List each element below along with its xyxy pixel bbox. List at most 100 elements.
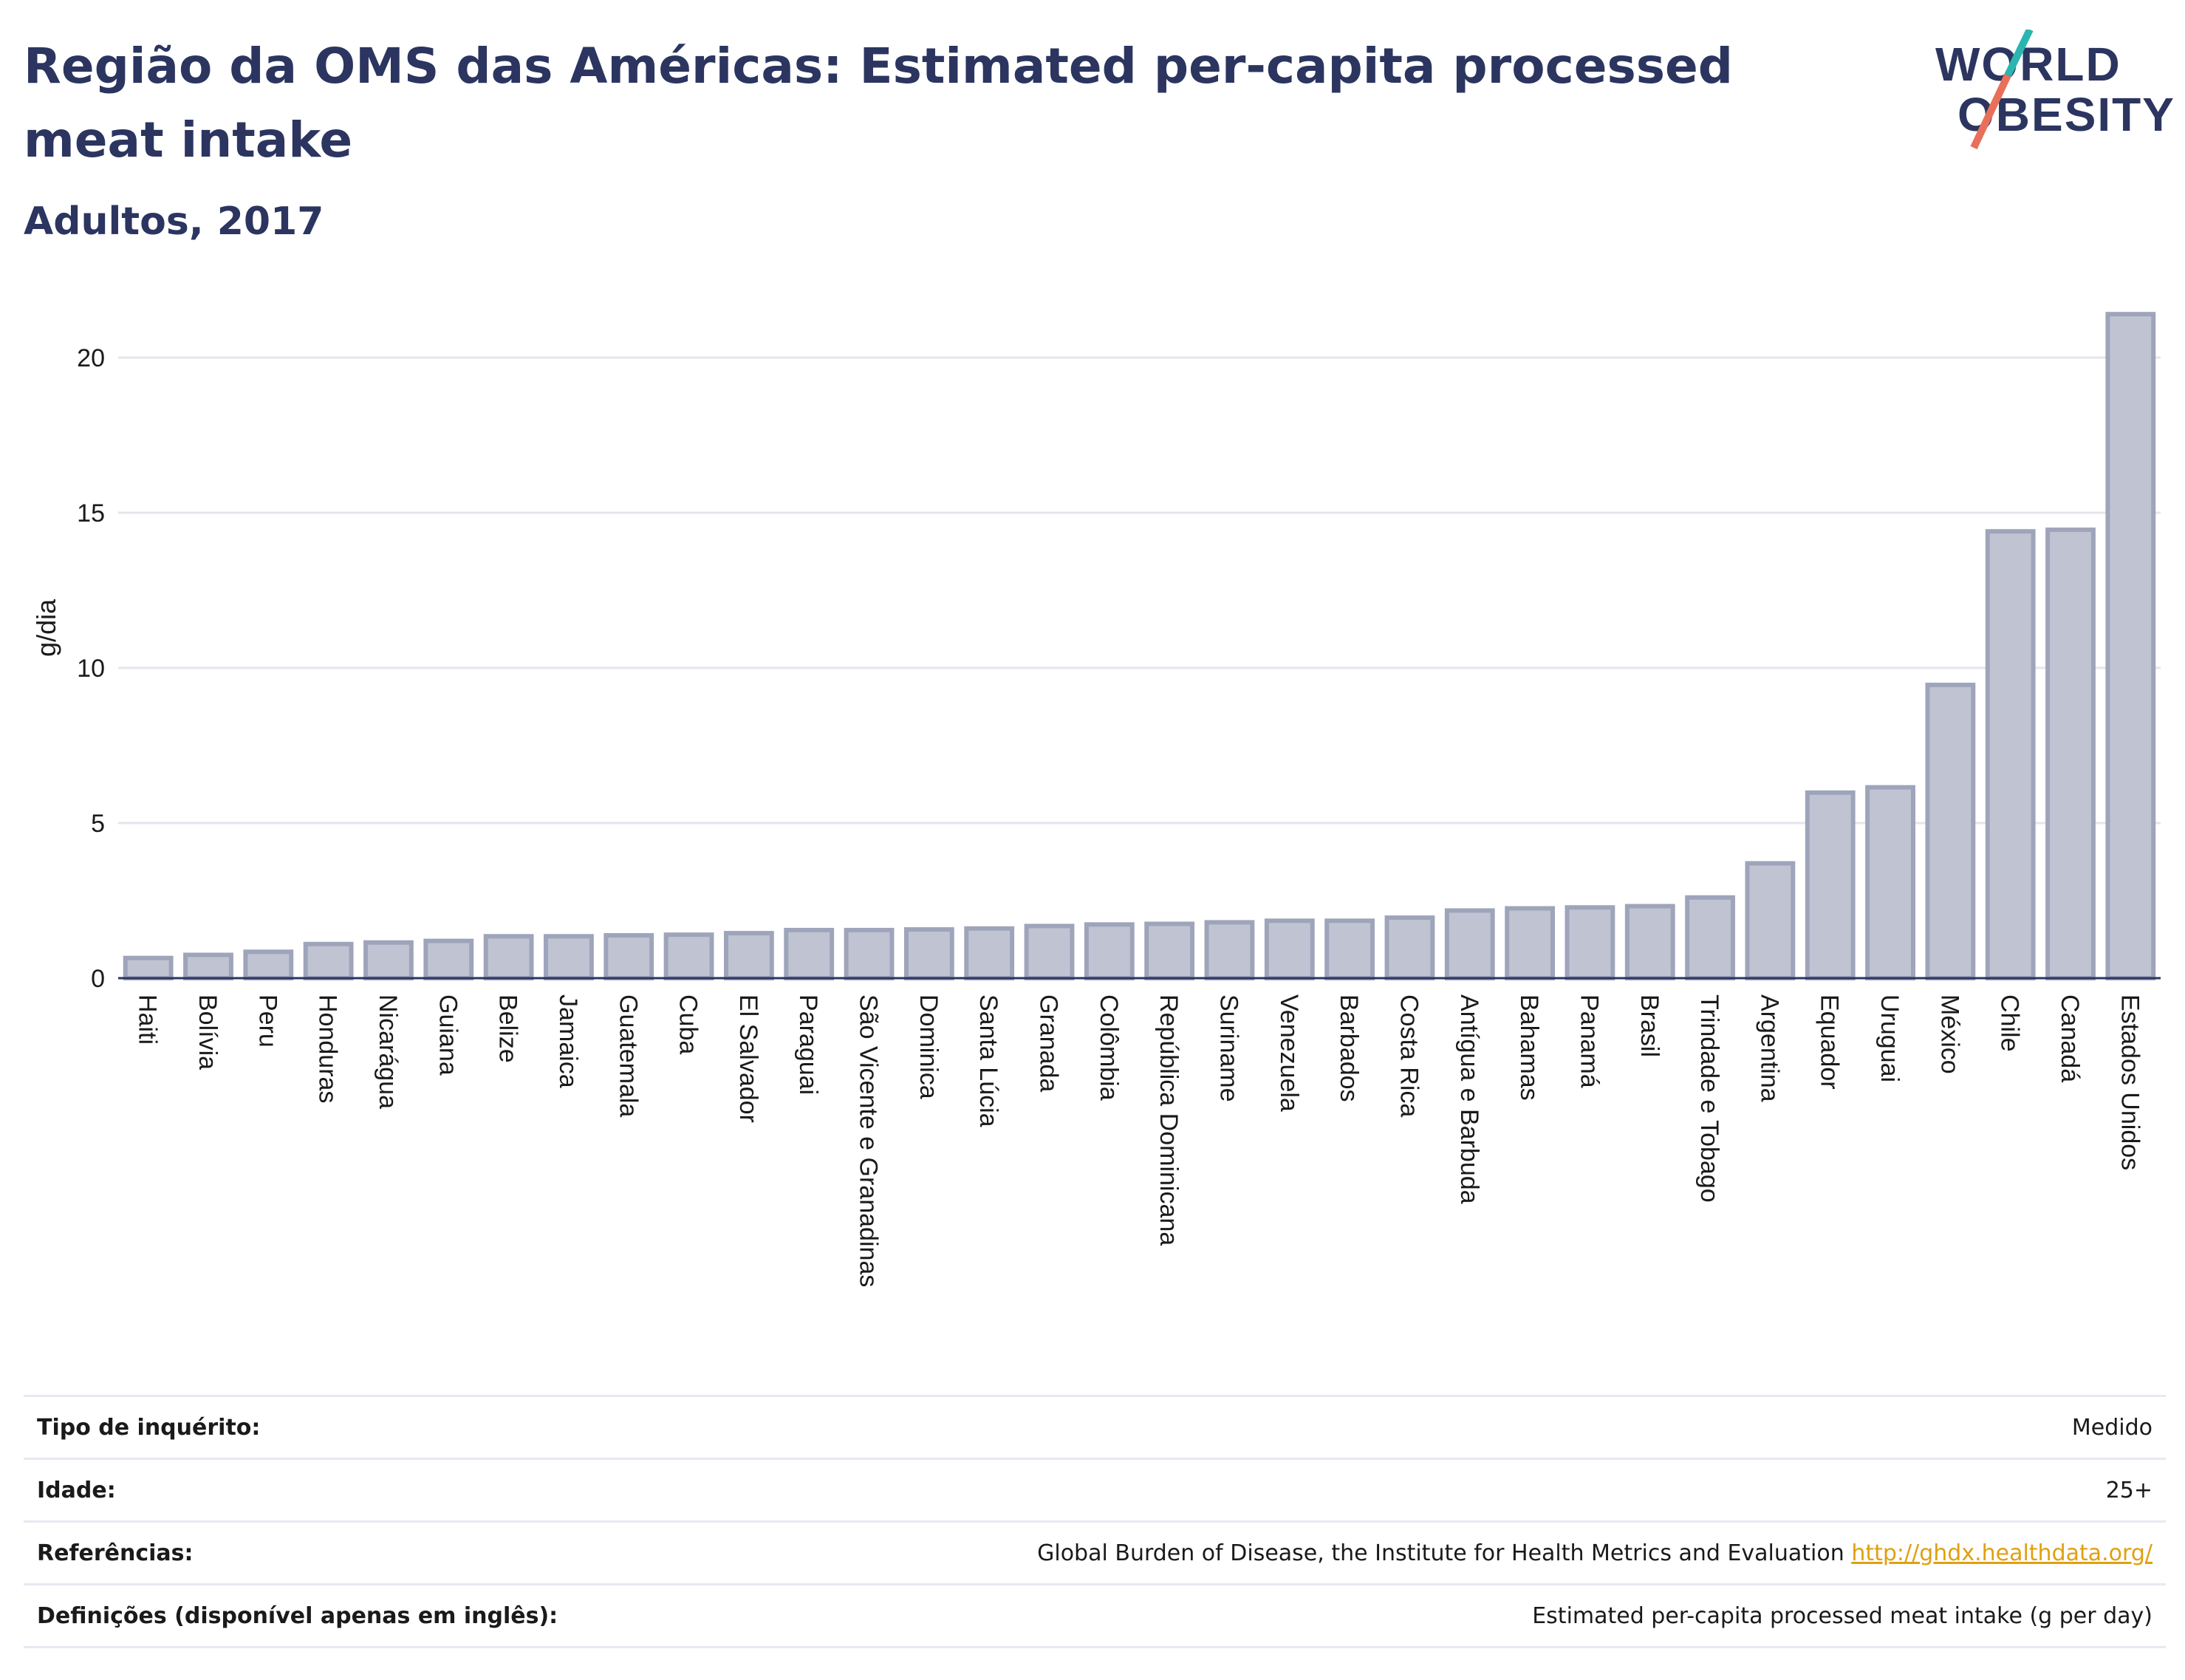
bar	[723, 931, 774, 980]
y-tick-label: 10	[77, 655, 105, 683]
x-tick-label: Cuba	[674, 994, 702, 1054]
x-tick-label: Trindade e Tobago	[1695, 994, 1723, 1203]
info-row-definitions: Definições (disponível apenas em inglês)…	[24, 1583, 2166, 1648]
bar-chart: 0 5 10 15 20 Haiti Bolívia Peru Honduras Nicarág…	[31, 312, 2161, 1287]
bar	[1144, 921, 1195, 980]
bar	[303, 941, 354, 980]
x-tick-label: Guatemala	[614, 994, 642, 1117]
x-tick-label: Equador	[1816, 994, 1844, 1090]
x-tick-label: Chile	[1996, 994, 2024, 1051]
x-tick-label: Nicarágua	[374, 994, 402, 1109]
x-tick-label: Paraguai	[794, 994, 822, 1095]
y-tick-label: 15	[77, 499, 105, 527]
grid-lines	[118, 356, 2161, 824]
x-tick-label: Canadá	[2056, 994, 2084, 1082]
reference-link[interactable]: http://ghdx.healthdata.org/	[1851, 1540, 2152, 1566]
bar	[784, 927, 835, 981]
x-tick-label: Bahamas	[1515, 994, 1543, 1101]
y-tick-label: 20	[77, 344, 105, 372]
bar	[1204, 920, 1255, 981]
x-tick-label: Antígua e Barbuda	[1455, 994, 1483, 1204]
bar	[243, 949, 294, 980]
bar	[1084, 922, 1135, 981]
logo-slash-red	[1970, 73, 2011, 150]
bar	[1505, 906, 1556, 980]
y-tick-label: 5	[91, 810, 105, 838]
world-obesity-logo: WORLD OBESITY	[1921, 30, 2174, 163]
logo-slash-icon	[1970, 30, 2034, 150]
logo-line-1: WORLD	[1935, 38, 2121, 91]
x-tick-label: El Salvador	[734, 994, 762, 1123]
bar	[903, 927, 954, 980]
info-label: Idade:	[37, 1477, 116, 1503]
bar	[1324, 918, 1375, 980]
bar	[363, 940, 414, 981]
info-value: 25+	[2105, 1477, 2152, 1503]
info-row-survey-type: Tipo de inquérito: Medido	[24, 1395, 2166, 1458]
bar	[544, 934, 594, 980]
x-tick-label: Estados Unidos	[2116, 994, 2144, 1170]
bar	[1024, 923, 1075, 980]
x-tick-label: Dominica	[914, 994, 943, 1099]
x-tick-label: Peru	[253, 994, 281, 1048]
x-tick-label: Costa Rica	[1395, 994, 1423, 1117]
bar	[2045, 527, 2096, 981]
x-tick-label: Granada	[1035, 994, 1063, 1092]
y-tick-labels: 0 5 10 15 20	[77, 344, 105, 993]
bar	[1264, 918, 1315, 980]
x-tick-label: Suriname	[1214, 994, 1242, 1102]
y-axis-label: g/dia	[31, 598, 61, 657]
x-tick-label: São Vicente e Granadinas	[855, 994, 883, 1287]
info-row-age: Idade: 25+	[24, 1458, 2166, 1520]
bar	[123, 955, 174, 981]
x-tick-label: Santa Lúcia	[974, 994, 1002, 1127]
x-tick-label: Honduras	[314, 994, 342, 1103]
chart-subtitle: Adultos, 2017	[24, 199, 324, 244]
bar	[1624, 904, 1675, 980]
bars	[118, 312, 2161, 981]
info-label: Tipo de inquérito:	[37, 1414, 261, 1441]
bar	[1925, 683, 1976, 980]
chart-title: Região da OMS das Américas: Estimated pe…	[24, 38, 1734, 168]
info-label: Definições (disponível apenas em inglês)…	[37, 1602, 558, 1629]
reference-text: Global Burden of Disease, the Institute …	[1037, 1540, 1844, 1566]
info-table: Tipo de inquérito: Medido Idade: 25+ Ref…	[24, 1395, 2166, 1648]
bar	[663, 932, 714, 981]
x-tick-label: Argentina	[1755, 994, 1783, 1102]
bar	[1745, 861, 1796, 980]
x-tick-label: Jamaica	[554, 994, 582, 1088]
bar	[423, 938, 474, 980]
bar	[483, 934, 534, 980]
info-value: Estimated per-capita processed meat inta…	[1532, 1602, 2152, 1629]
y-tick-label: 0	[91, 965, 105, 993]
info-row-references: Referências: Global Burden of Disease, t…	[24, 1520, 2166, 1583]
bar	[183, 952, 233, 980]
x-tick-label: Belize	[494, 994, 522, 1063]
bar	[1444, 908, 1495, 980]
bar	[964, 926, 1015, 980]
x-tick-label: Bolívia	[194, 994, 222, 1070]
bar	[1685, 895, 1735, 980]
x-tick-label: Panamá	[1575, 994, 1603, 1088]
info-value: Medido	[2071, 1414, 2152, 1441]
x-tick-label: Uruguai	[1875, 994, 1904, 1082]
bar	[2105, 312, 2156, 980]
bar	[1985, 529, 2036, 980]
bar	[1805, 790, 1856, 981]
info-value: Global Burden of Disease, the Institute …	[1037, 1540, 2152, 1566]
x-tick-label: México	[1935, 994, 1963, 1074]
x-tick-label: Barbados	[1335, 994, 1363, 1102]
x-tick-label: Colômbia	[1095, 994, 1123, 1101]
logo-slash-teal	[2004, 30, 2034, 78]
info-label: Referências:	[37, 1540, 194, 1566]
x-tick-label: Brasil	[1635, 994, 1663, 1057]
bar	[1865, 785, 1915, 980]
bar	[603, 933, 654, 980]
x-tick-labels: Haiti Bolívia Peru Honduras Nicarágua Guiana B…	[134, 994, 2144, 1287]
x-tick-label: República Dominicana	[1155, 994, 1183, 1246]
bar	[844, 927, 895, 981]
x-tick-label: Haiti	[134, 994, 162, 1045]
bar	[1384, 915, 1435, 980]
bar	[1565, 905, 1615, 980]
x-tick-label: Guiana	[434, 994, 462, 1076]
